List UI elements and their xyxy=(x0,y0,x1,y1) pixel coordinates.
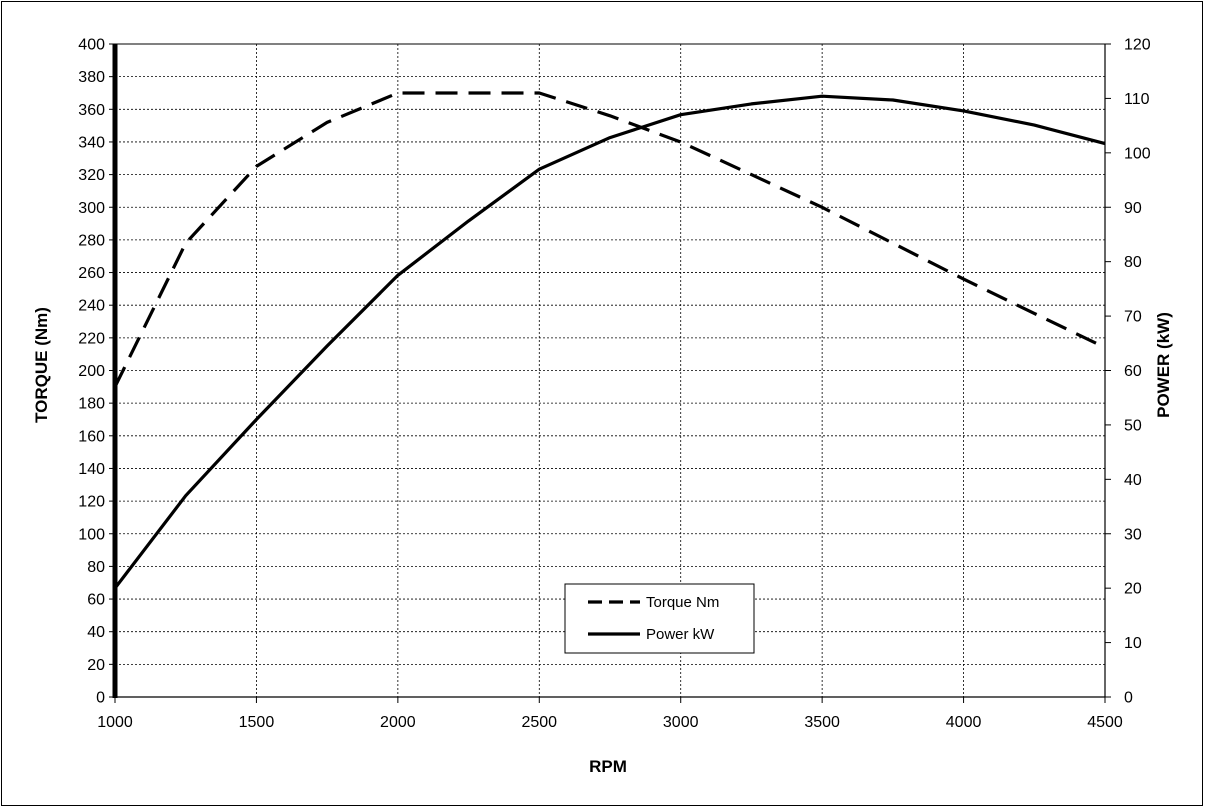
y-axis-left-title: TORQUE (Nm) xyxy=(32,307,51,423)
tick-label-left: 200 xyxy=(78,363,105,380)
tick-label-x: 4500 xyxy=(1087,714,1123,731)
tick-label-right: 0 xyxy=(1124,690,1133,707)
torque-line xyxy=(113,91,1106,388)
tick-label-left: 360 xyxy=(78,102,105,119)
series xyxy=(113,91,1106,590)
tick-label-left: 380 xyxy=(78,69,105,86)
tick-label-left: 320 xyxy=(78,167,105,184)
tick-label-right: 30 xyxy=(1124,526,1142,543)
tick-label-left: 120 xyxy=(78,494,105,511)
tick-label-right: 20 xyxy=(1124,581,1142,598)
tick-label-x: 2000 xyxy=(380,714,416,731)
tick-label-x: 4000 xyxy=(946,714,982,731)
tick-label-right: 70 xyxy=(1124,309,1142,326)
legend-label-power: Power kW xyxy=(646,626,715,643)
legend-label-torque: Torque Nm xyxy=(646,594,719,611)
tick-label-right: 60 xyxy=(1124,363,1142,380)
tick-label-left: 280 xyxy=(78,232,105,249)
tick-label-left: 260 xyxy=(78,265,105,282)
tick-label-x: 2500 xyxy=(521,714,557,731)
tick-label-left: 60 xyxy=(87,592,105,609)
tick-label-right: 90 xyxy=(1124,200,1142,217)
y-axis-left-ticks: 0 20 40 60 80 100 120 140 160 180 200 220 240 260 280 3… xyxy=(78,37,115,707)
tick-label-left: 400 xyxy=(78,37,105,54)
legend-box xyxy=(564,583,755,654)
tick-label-x: 3000 xyxy=(663,714,699,731)
tick-label-left: 140 xyxy=(78,461,105,478)
tick-label-right: 10 xyxy=(1124,635,1142,652)
tick-label-x: 3500 xyxy=(804,714,840,731)
tick-label-left: 100 xyxy=(78,526,105,543)
x-axis-title: RPM xyxy=(589,757,627,776)
grid xyxy=(114,43,1106,698)
tick-label-left: 180 xyxy=(78,396,105,413)
tick-label-right: 40 xyxy=(1124,472,1142,489)
tick-label-right: 110 xyxy=(1124,91,1150,108)
tick-label-right: 100 xyxy=(1124,145,1151,162)
tick-label-left: 300 xyxy=(78,200,105,217)
tick-label-right: 80 xyxy=(1124,254,1142,271)
power-line xyxy=(113,94,1106,590)
tick-label-x: 1500 xyxy=(239,714,275,731)
tick-label-left: 160 xyxy=(78,428,105,445)
tick-label-left: 340 xyxy=(78,134,105,151)
legend: Torque Nm Power kW xyxy=(564,583,755,654)
tick-label-left: 20 xyxy=(87,657,105,674)
tick-label-x: 1000 xyxy=(97,714,133,731)
y-axis-right-title: POWER (kW) xyxy=(1154,312,1173,418)
tick-label-left: 0 xyxy=(96,690,105,707)
x-axis-ticks: 1000 1500 2000 2500 3000 3500 4000 4500 xyxy=(97,697,1123,731)
tick-label-right: 120 xyxy=(1124,37,1151,54)
tick-label-right: 50 xyxy=(1124,417,1142,434)
tick-label-left: 240 xyxy=(78,298,105,315)
y-axis-right-ticks: 0 10 20 30 40 50 60 70 80 90 100 110 120 xyxy=(1105,37,1151,707)
tick-label-left: 220 xyxy=(78,330,105,347)
tick-label-left: 40 xyxy=(87,624,105,641)
tick-label-left: 80 xyxy=(87,559,105,576)
